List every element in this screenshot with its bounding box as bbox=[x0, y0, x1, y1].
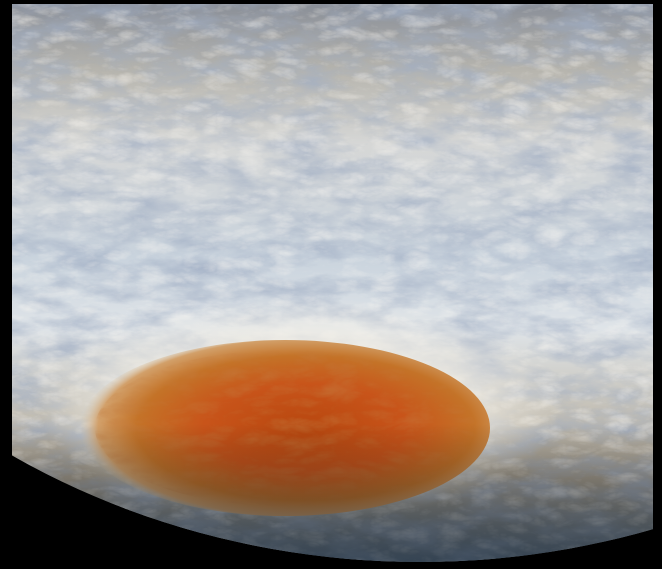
planet bbox=[12, 4, 653, 562]
photo bbox=[12, 4, 653, 562]
